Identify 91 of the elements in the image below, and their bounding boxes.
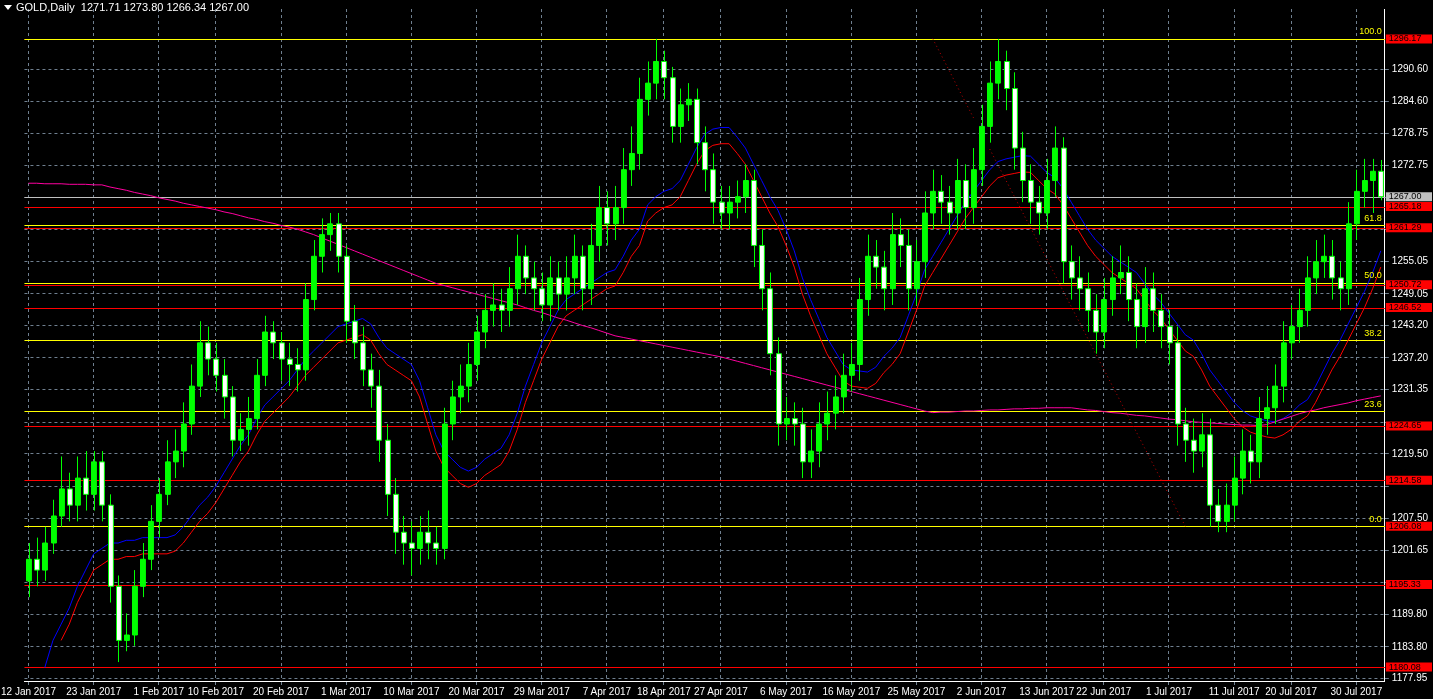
- candlestick: [246, 396, 252, 447]
- x-tick-label: 27 Apr 2017: [693, 685, 749, 697]
- y-tick-label: 1278.75: [1391, 126, 1429, 138]
- ref-line-label: 1214.58: [1388, 474, 1422, 485]
- candlestick: [1199, 412, 1205, 468]
- y-tick-label: 1290.60: [1391, 62, 1429, 74]
- candlestick: [596, 185, 602, 263]
- candlestick: [99, 450, 105, 522]
- x-tick-label: 2 Jun 2017: [956, 685, 1007, 697]
- candlestick: [368, 353, 374, 409]
- x-tick-label: 10 Feb 2017: [187, 685, 245, 697]
- candlestick: [1362, 158, 1368, 209]
- candlestick: [849, 342, 855, 393]
- x-tick-label: 7 Apr 2017: [582, 685, 632, 697]
- chart-title: GOLD,Daily 1271.71 1273.80 1266.34 1267.00: [16, 1, 250, 13]
- ref-line-label: 1180.08: [1388, 661, 1421, 672]
- candlestick: [91, 450, 97, 512]
- x-tick-label: 11 Jul 2017: [1208, 685, 1261, 697]
- candlestick: [1305, 255, 1311, 328]
- candlestick: [507, 266, 513, 328]
- x-tick-label: 1 Mar 2017: [320, 685, 372, 697]
- annotation: 38.2: [1364, 327, 1382, 338]
- x-tick-label: 12 Jan 2017: [0, 685, 57, 697]
- candlestick: [1281, 320, 1287, 403]
- candlestick: [1012, 71, 1018, 171]
- x-tick-label: 20 Mar 2017: [448, 685, 506, 697]
- candlestick: [336, 212, 342, 273]
- candlestick: [670, 66, 676, 144]
- candlestick: [1207, 418, 1213, 528]
- x-tick-label: 1 Jul 2017: [1145, 685, 1193, 697]
- candlestick: [490, 282, 496, 328]
- y-tick-label: 1243.20: [1391, 319, 1429, 331]
- candlestick: [165, 439, 171, 506]
- x-tick-label: 20 Feb 2017: [252, 685, 310, 697]
- ref-line-label: 1250.72: [1388, 279, 1422, 290]
- candlestick: [833, 374, 839, 430]
- candlestick: [857, 277, 863, 382]
- y-tick-label: 1237.20: [1391, 351, 1429, 363]
- y-tick-label: 1272.75: [1391, 159, 1429, 171]
- x-tick-label: 30 Jul 2017: [1330, 685, 1383, 697]
- candlestick: [653, 38, 659, 100]
- candlestick: [466, 342, 472, 403]
- y-tick-label: 1231.35: [1391, 383, 1429, 395]
- ref-line-label: 1246.52: [1388, 302, 1422, 313]
- annotation: 61.8: [1364, 212, 1382, 223]
- annotation: 0.0: [1369, 513, 1382, 524]
- x-tick-label: 13 Jun 2017: [1019, 685, 1075, 697]
- x-tick-label: 29 Mar 2017: [513, 685, 571, 697]
- candlestick: [319, 217, 325, 273]
- ref-line-label: 1265.18: [1388, 201, 1422, 212]
- y-tick-label: 1219.50: [1391, 447, 1429, 459]
- y-tick-label: 1189.80: [1391, 608, 1428, 620]
- ref-line-label: 1296.17: [1388, 33, 1422, 44]
- candlestick: [197, 320, 203, 398]
- candlestick: [735, 180, 741, 219]
- candlestick: [1085, 272, 1091, 333]
- annotation: 100.0: [1359, 26, 1382, 37]
- x-tick-label: 18 Apr 2017: [636, 685, 692, 697]
- ref-line-label: 1267.00: [1388, 191, 1422, 202]
- candlestick: [230, 385, 236, 457]
- x-tick-label: 23 Jan 2017: [66, 685, 122, 697]
- ref-line-label: 1195.33: [1388, 579, 1421, 590]
- x-tick-label: 10 Mar 2017: [383, 685, 440, 697]
- x-tick-label: 6 May 2017: [759, 685, 813, 697]
- x-tick-label: 20 Jul 2017: [1265, 685, 1318, 697]
- y-tick-label: 1177.95: [1391, 672, 1428, 684]
- y-tick-label: 1255.05: [1391, 255, 1429, 267]
- x-tick-label: 1 Feb 2017: [133, 685, 185, 697]
- candlestick: [279, 331, 285, 382]
- annotation: 23.6: [1364, 398, 1382, 409]
- candlestick: [751, 169, 757, 268]
- candlestick: [1150, 272, 1156, 333]
- candlestick: [67, 472, 73, 522]
- x-tick-label: 25 May 2017: [887, 685, 946, 697]
- candlestick: [995, 38, 1001, 100]
- candlestick: [898, 217, 904, 268]
- ref-line-label: 1261.29: [1388, 222, 1422, 233]
- candlestick: [205, 326, 211, 376]
- candlestick: [499, 288, 505, 333]
- y-tick-label: 1201.65: [1391, 544, 1429, 556]
- x-tick-label: 16 May 2017: [822, 685, 881, 697]
- candlestick: [556, 261, 562, 311]
- candlestick: [564, 255, 570, 311]
- y-tick-label: 1284.60: [1391, 95, 1429, 107]
- x-tick-label: 22 Jun 2017: [1076, 685, 1132, 697]
- ref-line-label: 1224.65: [1388, 420, 1422, 431]
- candlestick: [678, 88, 684, 144]
- candlestick: [1028, 163, 1034, 225]
- y-tick-label: 1249.05: [1391, 287, 1429, 299]
- candlestick: [710, 152, 716, 225]
- y-tick-label: 1183.80: [1391, 640, 1428, 652]
